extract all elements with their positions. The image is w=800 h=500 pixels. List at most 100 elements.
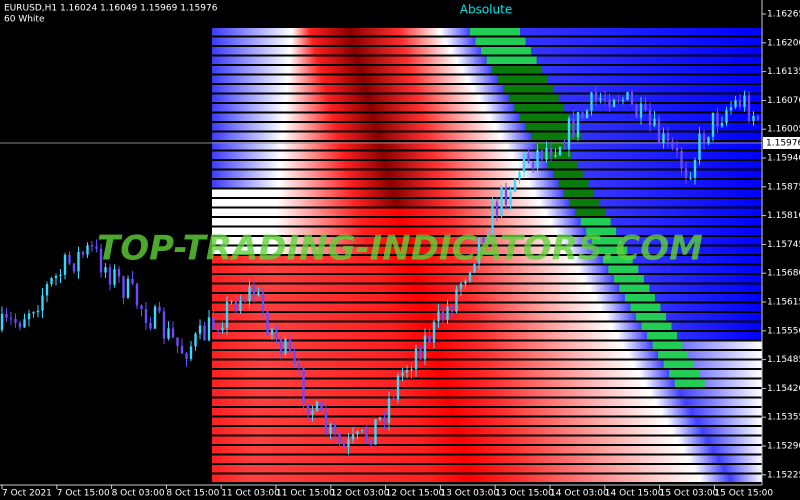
candle-body xyxy=(288,339,292,353)
candle-body xyxy=(626,92,629,100)
candle-body xyxy=(36,310,40,313)
candle-body xyxy=(540,150,544,160)
candle-body xyxy=(608,99,611,108)
candle-body xyxy=(279,339,283,354)
candle-body xyxy=(212,317,215,330)
candle-body xyxy=(387,398,391,423)
heat-green-block xyxy=(580,218,611,226)
candle-body xyxy=(495,201,499,216)
candle-body xyxy=(464,280,467,284)
candle-body xyxy=(95,246,98,249)
candle-body xyxy=(284,339,287,354)
indicator-title: Absolute xyxy=(460,3,512,17)
time-label: 8 Oct 03:00 xyxy=(112,489,165,499)
candle-body xyxy=(603,98,607,100)
candle-body xyxy=(459,283,463,289)
heat-row xyxy=(212,341,762,349)
candle-body xyxy=(297,363,301,369)
heat-green-block xyxy=(564,189,595,197)
candle-body xyxy=(302,368,305,404)
price-label: 1.15550 xyxy=(767,326,800,336)
candle-body xyxy=(45,284,49,296)
candle-body xyxy=(23,319,26,328)
candle-body xyxy=(585,110,589,118)
heat-row xyxy=(212,246,762,254)
candle-body xyxy=(590,92,593,111)
time-label: 11 Oct 03:00 xyxy=(221,489,280,499)
candle-body xyxy=(333,424,337,433)
candle-body xyxy=(149,322,152,329)
axes: 1.16265 1.16200 1.16135 1.16070 1.16005 1.159… xyxy=(1,10,800,499)
candle-body xyxy=(248,286,251,302)
candle-body xyxy=(423,335,427,360)
heat-row xyxy=(212,132,762,140)
candle-body xyxy=(549,148,553,157)
price-label: 1.15745 xyxy=(767,240,800,250)
candle-body xyxy=(635,104,638,118)
candle-body xyxy=(257,292,260,296)
heat-row xyxy=(212,75,762,83)
candle-body xyxy=(684,168,688,178)
candle-body xyxy=(662,133,665,143)
heat-green-block xyxy=(602,256,633,264)
heat-row xyxy=(212,189,762,197)
candle-body xyxy=(392,398,395,400)
candle-body xyxy=(90,245,94,247)
price-label: 1.15420 xyxy=(767,384,800,394)
price-label: 1.16005 xyxy=(767,125,800,135)
candle-body xyxy=(329,424,332,434)
candle-body xyxy=(558,147,562,156)
candle-body xyxy=(630,92,634,105)
candle-body xyxy=(648,109,652,126)
candle-body xyxy=(594,92,598,101)
candle-body xyxy=(752,115,755,121)
candle-body xyxy=(266,311,269,335)
heat-green-block xyxy=(470,28,520,36)
heat-row xyxy=(212,66,762,74)
candle-body xyxy=(432,321,436,343)
candle-body xyxy=(482,238,485,244)
candle-body xyxy=(104,267,107,273)
candle-body xyxy=(347,439,350,447)
heat-green-block xyxy=(669,370,700,378)
time-label: 13 Oct 15:00 xyxy=(495,489,554,499)
heat-green-block xyxy=(658,351,689,359)
candle-body xyxy=(707,136,710,144)
candle-body xyxy=(356,431,359,435)
candle-body xyxy=(536,150,539,168)
candle-body xyxy=(545,148,548,160)
candle-body xyxy=(113,269,116,285)
candle-body xyxy=(675,147,679,151)
heat-row xyxy=(212,275,762,283)
candle-body xyxy=(27,313,31,320)
heat-green-block xyxy=(481,47,532,55)
heat-row xyxy=(212,398,762,406)
heat-row xyxy=(212,294,762,302)
heat-row xyxy=(212,284,762,292)
candle-body xyxy=(653,118,656,126)
heat-green-block xyxy=(597,246,628,254)
heat-green-block xyxy=(541,151,572,159)
candle-body xyxy=(144,309,148,323)
candle-body xyxy=(189,346,193,359)
candle-body xyxy=(743,95,746,108)
heat-row xyxy=(212,199,762,207)
candle-body xyxy=(140,305,143,310)
candle-body xyxy=(599,98,602,101)
candle-body xyxy=(158,306,161,312)
candle-body xyxy=(50,278,53,285)
price-label: 1.15355 xyxy=(767,413,800,423)
candle-body xyxy=(194,333,197,347)
candle-body xyxy=(441,311,445,320)
heat-row xyxy=(212,408,762,416)
candle-body xyxy=(419,348,422,360)
candle-body xyxy=(693,160,697,178)
heat-row xyxy=(212,322,762,330)
candle-body xyxy=(405,370,409,373)
candle-body xyxy=(9,317,13,319)
time-label: 8 Oct 15:00 xyxy=(166,489,219,499)
candle-body xyxy=(14,318,17,323)
candle-body xyxy=(243,300,247,302)
candle-body xyxy=(383,417,386,423)
candle-body xyxy=(0,313,4,330)
